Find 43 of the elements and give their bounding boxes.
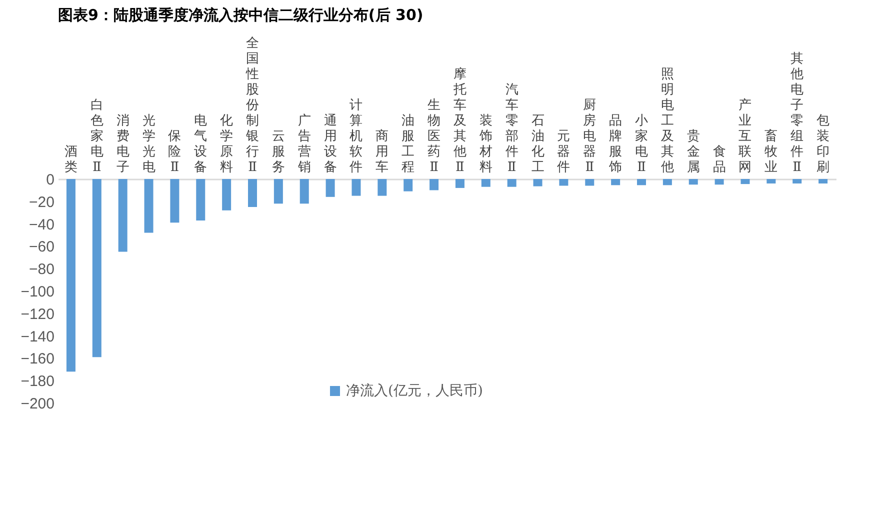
y-tick-label: −80 <box>29 261 54 278</box>
y-tick-label: −60 <box>29 238 54 256</box>
x-tick-label: 通用设备 <box>324 114 337 175</box>
x-tick-label: 消费电子 <box>116 114 130 175</box>
x-tick-label: 贵金属 <box>686 129 700 175</box>
x-tick-label: 云服务 <box>272 129 285 175</box>
x-tick-label: 酒类 <box>64 144 78 175</box>
x-tick-label: 小家电Ⅱ <box>635 114 648 175</box>
x-tick-label: 厨房电器Ⅱ <box>583 98 596 175</box>
y-tick-label: −100 <box>20 284 54 300</box>
x-tick-label: 产业互联网 <box>738 98 752 175</box>
chart-title: 图表9：陆股通季度净流入按中信二级行业分布(后 30) <box>58 6 424 24</box>
x-tick-label: 畜牧业 <box>764 128 778 175</box>
x-tick-label: 计算机软件 <box>350 98 363 175</box>
x-tick-label: 生物医药Ⅱ <box>428 98 441 175</box>
x-tick-label: 食品 <box>712 144 726 175</box>
x-tick-label: 化学原料 <box>220 114 234 175</box>
category-label: 全国性股份制银行Ⅱ <box>246 36 259 175</box>
x-tick-label: 广告营销 <box>296 114 311 175</box>
x-tick-label: 石油化工 <box>531 114 544 175</box>
x-tick-label: 汽车零部件Ⅱ <box>505 82 518 175</box>
x-tick-label: 装饰材料 <box>478 114 492 175</box>
y-tick-label: −120 <box>20 306 54 323</box>
y-tick-label: −40 <box>29 216 54 234</box>
x-tick-label: 电气设备 <box>194 114 208 175</box>
x-tick-label: 商用车 <box>376 129 389 175</box>
y-tick-label: −180 <box>20 373 54 390</box>
x-tick-label: 其他电子零组件Ⅱ <box>790 52 804 175</box>
y-tick-label: −160 <box>20 350 54 368</box>
y-tick-label: −200 <box>20 396 54 412</box>
x-tick-label: 照明电工及其他 <box>660 67 674 175</box>
x-tick-label: 包装印刷 <box>816 114 830 175</box>
y-tick-label: 0 <box>46 172 54 188</box>
y-tick-label: −140 <box>20 328 54 346</box>
x-tick-label: 品牌服饰 <box>608 114 622 175</box>
legend-label: 净流入(亿元，人民币) <box>346 383 483 399</box>
x-tick-label: 油服工程 <box>402 114 415 175</box>
x-tick-label: 光学光电 <box>142 114 156 175</box>
x-tick-label: 白色家电Ⅱ <box>90 98 104 175</box>
y-tick-label: −20 <box>29 194 54 211</box>
x-tick-label: 元器件 <box>557 129 570 175</box>
x-tick-label: 保险Ⅱ <box>168 129 182 175</box>
x-tick-label: 摩托车及其他Ⅱ <box>452 67 466 175</box>
